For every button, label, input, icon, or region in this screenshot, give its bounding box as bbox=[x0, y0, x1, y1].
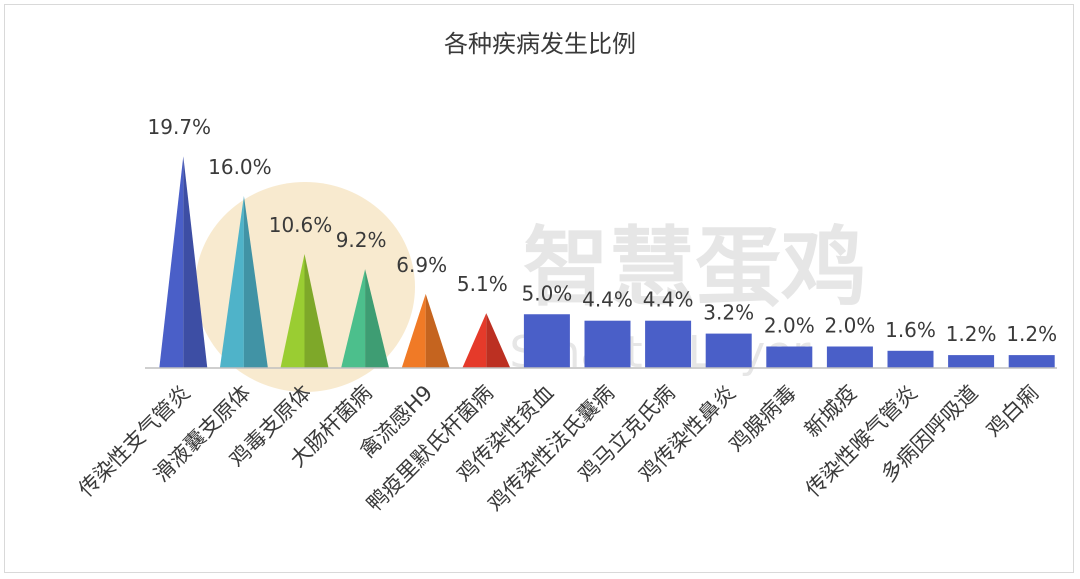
data-label: 6.9% bbox=[396, 253, 447, 277]
pyramid-face-right bbox=[304, 254, 329, 368]
pyramid-face-left bbox=[462, 313, 487, 368]
pyramid-face-left bbox=[159, 156, 184, 368]
data-label: 1.2% bbox=[1006, 322, 1057, 346]
chart-title: 各种疾病发生比例 bbox=[444, 30, 636, 58]
pyramid-mark bbox=[401, 293, 450, 368]
data-label: 5.1% bbox=[457, 272, 508, 296]
data-label: 1.2% bbox=[946, 322, 997, 346]
data-label: 10.6% bbox=[269, 213, 333, 237]
bar-mark bbox=[826, 346, 873, 368]
bar-mark bbox=[1008, 355, 1055, 368]
bar-mark bbox=[948, 355, 995, 368]
pyramid-face-right bbox=[425, 293, 450, 368]
chart-frame: 智慧蛋鸡 SmarterLayer 各种疾病发生比例 19.7%16.0%10.… bbox=[4, 4, 1074, 573]
bar-mark bbox=[887, 350, 934, 368]
pyramid-mark bbox=[462, 313, 511, 368]
bar-chart: 智慧蛋鸡 SmarterLayer 各种疾病发生比例 19.7%16.0%10.… bbox=[74, 30, 1058, 517]
data-label: 4.4% bbox=[643, 288, 694, 312]
bar-mark bbox=[584, 320, 631, 368]
data-label: 9.2% bbox=[336, 228, 387, 252]
bar-mark bbox=[705, 333, 752, 368]
data-labels: 19.7% 16.0% 10.6%9.2% 6.9% 5.1% 5.0% 4.4% 4.4% 3… bbox=[148, 115, 1058, 346]
category-labels: 传染性支气管炎滑液囊支原体鸡毒支原体大肠杆菌病禽流感H9鸭疫里默氏杆菌病鸡传染性… bbox=[74, 381, 1043, 517]
data-label: 3.2% bbox=[703, 301, 754, 325]
pyramid-mark bbox=[341, 269, 390, 368]
pyramid-face-left bbox=[219, 196, 244, 368]
data-label: 4.4% bbox=[582, 288, 633, 312]
bar-mark bbox=[766, 346, 813, 368]
watermark-text-cn: 智慧蛋鸡 bbox=[523, 218, 867, 318]
pyramid-mark bbox=[280, 254, 329, 368]
bar-mark bbox=[523, 314, 570, 368]
pyramid-face-left bbox=[280, 254, 305, 368]
chart-marks bbox=[159, 156, 1055, 368]
data-label: 2.0% bbox=[824, 314, 875, 338]
pyramid-mark bbox=[159, 156, 208, 368]
bar-mark bbox=[645, 320, 692, 368]
data-label: 2.0% bbox=[764, 314, 815, 338]
pyramid-face-right bbox=[243, 196, 268, 368]
pyramid-face-right bbox=[486, 313, 511, 368]
pyramid-mark bbox=[219, 196, 268, 368]
pyramid-face-right bbox=[365, 269, 390, 368]
data-label: 1.6% bbox=[885, 318, 936, 342]
category-label: 鸡腺病毒 bbox=[724, 381, 800, 457]
pyramid-face-right bbox=[183, 156, 208, 368]
pyramid-face-left bbox=[401, 293, 426, 368]
data-label: 19.7% bbox=[148, 115, 212, 139]
data-label: 16.0% bbox=[208, 155, 272, 179]
data-label: 5.0% bbox=[521, 281, 572, 305]
pyramid-face-left bbox=[341, 269, 366, 368]
category-label: 鸡白痢 bbox=[982, 381, 1044, 443]
